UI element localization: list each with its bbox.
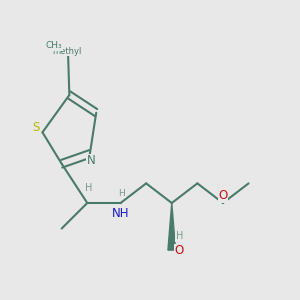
Polygon shape <box>168 203 176 250</box>
Text: O: O <box>218 189 228 203</box>
Text: H: H <box>118 189 125 198</box>
Text: CH₃: CH₃ <box>46 41 62 50</box>
Text: NH: NH <box>112 208 129 220</box>
Text: H: H <box>85 183 92 193</box>
Text: H: H <box>176 231 183 242</box>
Text: methyl: methyl <box>52 46 82 56</box>
Text: N: N <box>87 154 95 167</box>
Text: O: O <box>175 244 184 257</box>
Text: S: S <box>32 121 40 134</box>
